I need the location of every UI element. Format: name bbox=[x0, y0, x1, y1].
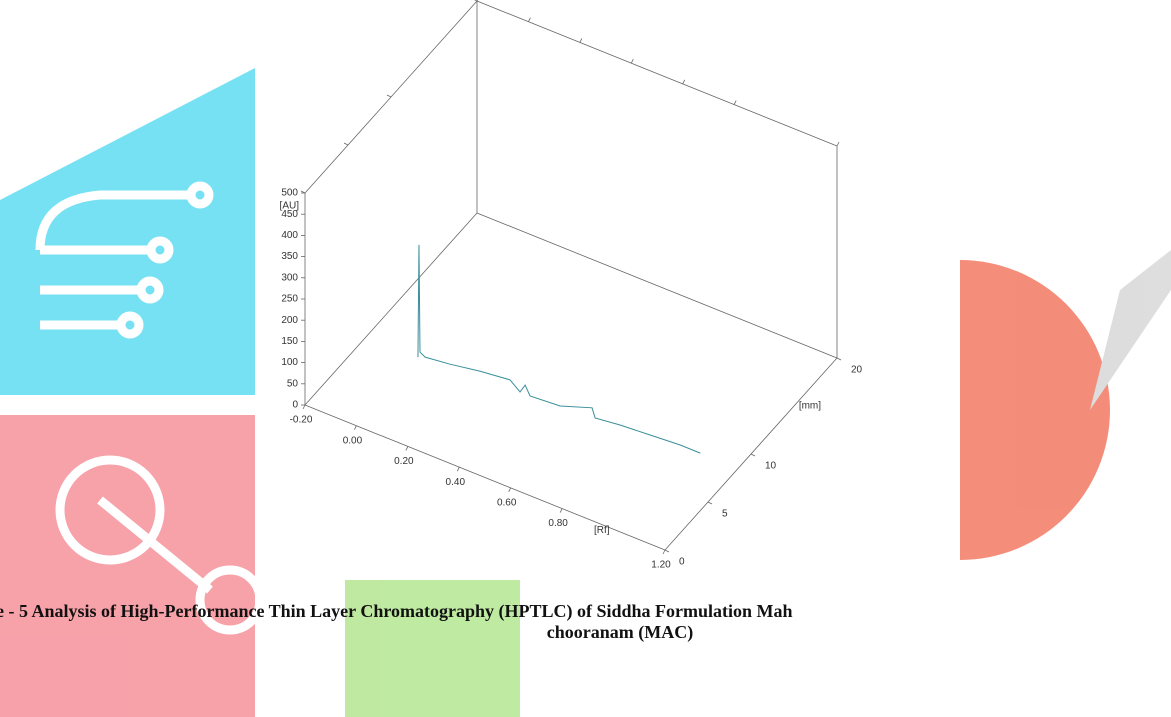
z-tick-label: 20 bbox=[851, 365, 863, 376]
y-axis-label: [AU] bbox=[280, 200, 300, 211]
z-tick-label: 0 bbox=[679, 557, 685, 568]
x-tick-label: -0.20 bbox=[290, 415, 313, 426]
x-tick bbox=[509, 488, 511, 492]
x-axis-label: [Rf] bbox=[594, 525, 610, 536]
z-tick bbox=[387, 95, 391, 97]
z-tick bbox=[751, 454, 755, 456]
watermark-shape bbox=[960, 260, 1110, 560]
x-tick bbox=[683, 80, 685, 84]
axis-edge bbox=[305, 405, 665, 550]
axis-edge bbox=[477, 213, 837, 358]
data-line bbox=[418, 245, 700, 453]
page: e - 5 Analysis of High-Performance Thin … bbox=[0, 0, 1171, 717]
x-tick bbox=[406, 446, 408, 450]
z-tick bbox=[665, 550, 669, 552]
x-tick-label: 0.40 bbox=[446, 477, 466, 488]
caption: chooranam (MAC) bbox=[547, 622, 693, 643]
x-tick-label: 0.20 bbox=[394, 456, 414, 467]
axis-edge bbox=[305, 213, 477, 405]
y-tick-label: 300 bbox=[281, 272, 298, 283]
x-tick bbox=[528, 18, 530, 22]
y-tick-label: 100 bbox=[281, 357, 298, 368]
x-tick-label: 0.00 bbox=[343, 435, 363, 446]
z-tick bbox=[344, 143, 348, 145]
x-tick-label: 1.20 bbox=[651, 560, 671, 571]
y-tick-label: 350 bbox=[281, 251, 298, 262]
caption: e - 5 Analysis of High-Performance Thin … bbox=[0, 601, 793, 622]
x-tick bbox=[580, 38, 582, 42]
x-tick bbox=[734, 101, 736, 105]
x-tick bbox=[477, 0, 479, 1]
y-tick-label: 250 bbox=[281, 294, 298, 305]
z-tick-label: 10 bbox=[765, 461, 777, 472]
x-tick bbox=[354, 426, 356, 430]
axis-edge bbox=[477, 1, 837, 146]
watermark-shape bbox=[1090, 250, 1171, 410]
x-tick bbox=[303, 405, 305, 409]
x-tick bbox=[663, 550, 665, 554]
x-tick bbox=[631, 59, 633, 63]
z-tick bbox=[473, 0, 477, 1]
x-tick bbox=[837, 142, 839, 146]
y-tick-label: 0 bbox=[292, 400, 298, 411]
z-tick bbox=[708, 502, 712, 504]
x-tick-label: 0.60 bbox=[497, 497, 517, 508]
y-tick-label: 400 bbox=[281, 230, 298, 241]
z-tick bbox=[837, 358, 841, 360]
x-tick-label: 0.80 bbox=[548, 518, 568, 529]
x-tick bbox=[457, 467, 459, 471]
x-tick bbox=[560, 509, 562, 513]
y-tick-label: 200 bbox=[281, 315, 298, 326]
z-tick-label: 5 bbox=[722, 509, 728, 520]
y-tick-label: 150 bbox=[281, 336, 298, 347]
y-tick-label: 50 bbox=[287, 378, 299, 389]
z-axis-label: [mm] bbox=[799, 400, 821, 411]
y-tick-label: 500 bbox=[281, 188, 298, 199]
